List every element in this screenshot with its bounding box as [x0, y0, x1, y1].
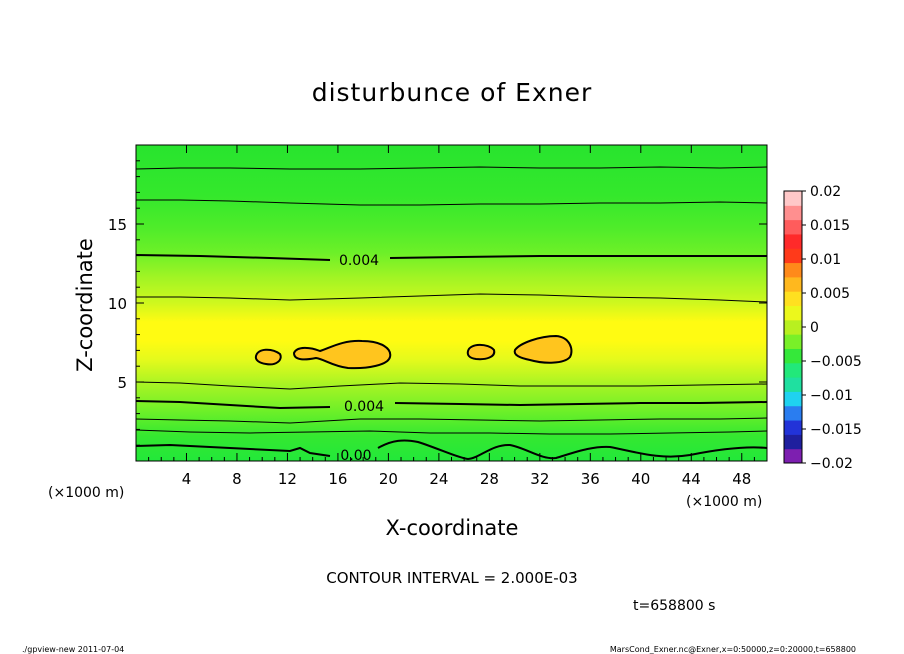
colorbar-swatch	[784, 377, 802, 392]
x-tick-label: 4	[182, 470, 192, 488]
x-tick-label: 24	[429, 470, 448, 488]
contour-line	[136, 199, 767, 206]
contour-line	[136, 417, 767, 424]
contour-line	[136, 429, 767, 435]
anomaly-blob	[466, 343, 496, 361]
contour-label: 0.004	[339, 253, 379, 269]
x-tick-label: 8	[232, 470, 242, 488]
colorbar-tick-label: −0.005	[810, 354, 862, 370]
contour-line	[136, 293, 767, 303]
colorbar-swatch	[784, 305, 802, 321]
x-tick-label: 44	[682, 470, 701, 488]
colorbar-swatch	[784, 362, 802, 378]
footer-left: ./gpview-new 2011-07-04	[22, 645, 124, 654]
colorbar-swatch	[784, 348, 802, 364]
colorbar-swatch	[784, 405, 802, 421]
colorbar-tick-label: 0.02	[810, 184, 841, 200]
anomaly-blob	[254, 348, 282, 366]
x-tick-label: 36	[581, 470, 600, 488]
x-axis: 4 8 12 16 20 24 28 32 36 40 44 48	[148, 145, 755, 488]
x-axis-label: X-coordinate	[386, 516, 519, 540]
colorbar-tick-label: −0.01	[810, 388, 853, 404]
colorbar-swatch	[784, 319, 802, 335]
contour-line	[136, 439, 767, 461]
contour-label: 0.004	[344, 399, 384, 415]
plot-area: 0.004 0.004 0.00	[136, 145, 767, 464]
x-tick-label: 28	[480, 470, 499, 488]
x-tick-label: 16	[328, 470, 347, 488]
colorbar-tick-label: 0	[810, 320, 819, 336]
colorbar-tick-label: −0.015	[810, 422, 862, 438]
x-tick-label: 40	[631, 470, 650, 488]
x-unit-left: (×1000 m)	[48, 485, 124, 501]
colorbar-swatch	[784, 276, 802, 292]
y-tick-label: 5	[117, 374, 127, 392]
x-tick-label: 32	[530, 470, 549, 488]
colorbar-swatch	[784, 219, 802, 235]
colorbar-swatch	[784, 191, 802, 206]
x-tick-label: 48	[732, 470, 751, 488]
contour-labels: 0.004 0.004 0.00	[339, 253, 384, 464]
anomaly-blobs	[254, 334, 573, 370]
contour-line	[136, 381, 767, 390]
anomaly-blob	[513, 334, 573, 364]
contour-line	[136, 166, 767, 170]
footer-right: MarsCond_Exner.nc@Exner,x=0:50000,z=0:20…	[610, 645, 856, 654]
colorbar-swatch	[784, 434, 802, 450]
colorbar: 0.02 0.015 0.01 0.005 0 −0.005 −0.01 −0.015 −0.0…	[783, 184, 862, 472]
colorbar-tick-label: −0.02	[810, 456, 853, 472]
y-axis: 5 10 15	[108, 160, 767, 446]
contour-lines	[136, 166, 767, 461]
colorbar-swatch	[784, 334, 802, 349]
colorbar-swatch	[784, 420, 802, 435]
y-tick-label: 10	[108, 295, 127, 313]
x-unit-right: (×1000 m)	[686, 494, 762, 510]
contour-line	[136, 254, 767, 261]
colorbar-swatch	[784, 233, 802, 249]
y-tick-label: 15	[108, 216, 127, 234]
colorbar-tick-label: 0.01	[810, 252, 841, 268]
colorbar-swatch	[784, 448, 802, 464]
contour-interval: CONTOUR INTERVAL = 2.000E-03	[326, 569, 577, 587]
colorbar-swatch	[784, 262, 802, 278]
x-tick-label: 20	[379, 470, 398, 488]
field-fill	[136, 145, 767, 461]
contour-line	[136, 400, 767, 410]
colorbar-swatch	[784, 205, 802, 221]
colorbar-swatch	[784, 291, 802, 307]
colorbar-tick-label: 0.005	[810, 286, 850, 302]
anomaly-blob	[292, 339, 392, 370]
colorbar-swatch	[784, 248, 802, 264]
x-tick-label: 12	[278, 470, 297, 488]
time-label: t=658800 s	[633, 598, 715, 614]
contour-label: 0.00	[340, 448, 371, 464]
y-axis-label: Z-coordinate	[73, 238, 97, 372]
chart-title: disturbunce of Exner	[312, 78, 593, 107]
colorbar-swatch	[784, 391, 802, 407]
colorbar-tick-label: 0.015	[810, 218, 850, 234]
